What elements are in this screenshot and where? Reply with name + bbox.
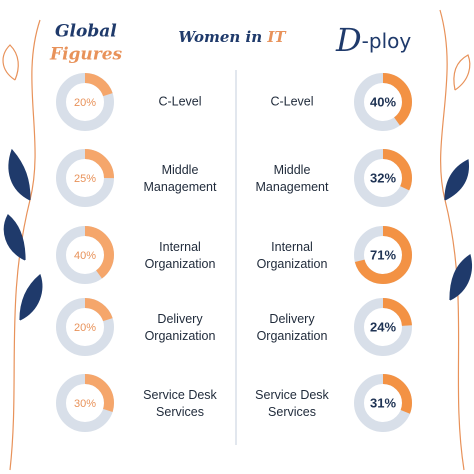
title: Women in IT: [178, 28, 287, 46]
value-label: 25%: [74, 173, 96, 185]
left-title: Global: [55, 22, 117, 42]
category-label: Delivery Organization: [257, 312, 328, 343]
title-highlight: IT: [266, 28, 287, 46]
value-label: 31%: [370, 395, 396, 410]
category-label: Service Desk Services: [255, 388, 329, 419]
value-label: 71%: [370, 247, 396, 262]
category-label: Middle Management: [144, 163, 217, 194]
category-label: Service Desk Services: [143, 388, 217, 419]
value-label: 40%: [74, 250, 96, 262]
donut-arc: [354, 149, 412, 207]
category-label: C-Level: [270, 94, 313, 108]
value-label: 40%: [370, 94, 396, 109]
donut-arc: [354, 73, 412, 131]
donut-arc: [56, 149, 114, 207]
value-label: 30%: [74, 398, 96, 410]
category-label: Middle Management: [256, 163, 329, 194]
title-text: Women in: [178, 28, 262, 46]
donut-arc: [56, 298, 114, 356]
logo-text: -ploy: [362, 29, 412, 53]
donut-arc: [354, 226, 412, 284]
value-label: 32%: [370, 170, 396, 185]
category-label: Internal Organization: [257, 240, 328, 271]
donut-arc: [56, 374, 114, 432]
donut-arc: [56, 73, 114, 131]
category-label: Internal Organization: [145, 240, 216, 271]
value-label: 24%: [370, 319, 396, 334]
logo-mark: D: [335, 21, 362, 59]
donut-arc: [56, 226, 114, 284]
value-label: 20%: [74, 322, 96, 334]
floral-decoration: [2, 9, 472, 471]
value-label: 20%: [74, 97, 96, 109]
category-label: C-Level: [158, 94, 201, 108]
category-label: Delivery Organization: [145, 312, 216, 343]
logo: D-ploy: [335, 21, 411, 59]
donut-arc: [354, 374, 412, 432]
left-title: Figures: [49, 45, 123, 65]
donut-arc: [354, 298, 412, 356]
